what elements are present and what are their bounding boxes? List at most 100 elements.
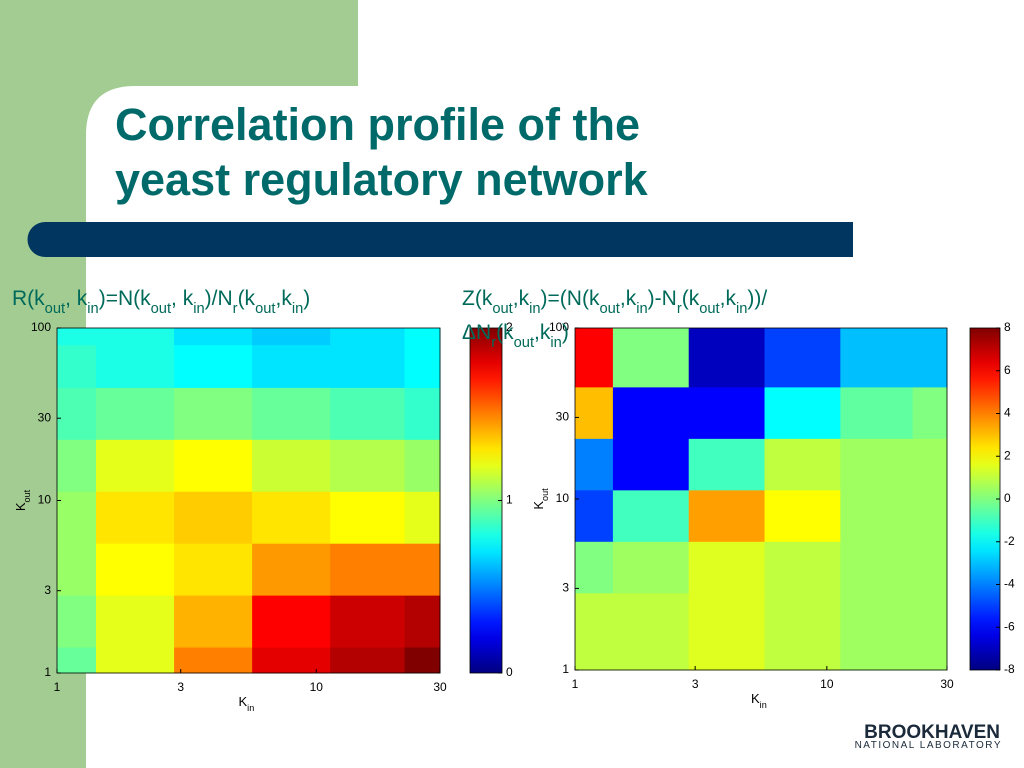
x-axis-label-sub: in (760, 700, 767, 710)
heat-cell (840, 541, 914, 594)
y-tick-label: 1 (44, 665, 51, 679)
heat-cell (174, 439, 253, 492)
formula-sub: in (636, 301, 647, 317)
colorbar-tick-label: -4 (1004, 577, 1015, 591)
formula-sub: in (736, 301, 747, 317)
heat-cell (330, 595, 406, 648)
colorbar-tick-label: 2 (506, 320, 513, 334)
heat-cell (57, 439, 97, 492)
heat-cell (252, 387, 331, 440)
heat-cell (57, 387, 97, 440)
y-axis-label-part: K (531, 501, 546, 510)
x-tick-label: 3 (692, 677, 699, 691)
heat-cell (252, 647, 331, 674)
formula-sub: r (491, 335, 496, 351)
heat-cell (404, 543, 441, 596)
x-axis-label-sub: in (247, 703, 254, 713)
formula-sub: out (255, 301, 275, 317)
heat-cell (912, 541, 948, 594)
heat-cell (330, 439, 406, 492)
formula-sub: in (193, 301, 204, 317)
heat-cell (764, 541, 841, 594)
logo-name: BROOKHAVEN (864, 722, 1000, 743)
heat-cell (404, 595, 441, 648)
formula: Z(kout,kin)=(N(kout,kin)-Nr(kout,kin))/ (462, 287, 767, 317)
formula-part: ) (562, 321, 569, 344)
formula-sub: in (87, 301, 98, 317)
colorbar-tick-label: 1 (506, 493, 513, 507)
heat-cell (575, 541, 614, 594)
formula-part: , k (65, 287, 88, 310)
heat-cell (57, 543, 97, 596)
y-tick-label: 30 (38, 410, 52, 424)
formula-part: )=(N(k (541, 287, 600, 310)
formula-sub: in (529, 301, 540, 317)
formula-part: )-N (648, 287, 677, 310)
heat-cell (612, 592, 690, 645)
heat-cell (252, 439, 331, 492)
heat-cell (330, 543, 406, 596)
heat-cell (330, 344, 406, 388)
y-axis-label-sub: out (22, 489, 32, 502)
x-tick-label: 10 (310, 680, 324, 694)
formula-part: Z(k (462, 287, 493, 310)
formula-part: ))/ (747, 287, 767, 310)
colorbar (469, 327, 503, 674)
heat-cell (764, 489, 841, 542)
formula-sub: in (292, 301, 303, 317)
heat-cell (57, 491, 97, 544)
x-axis-label-part: K (751, 691, 760, 706)
heat-cell (912, 344, 948, 388)
heat-cell (688, 489, 766, 542)
heat-cell (840, 386, 914, 439)
heat-cell (174, 328, 253, 346)
title-bar (27, 222, 853, 257)
heat-cell (330, 387, 406, 440)
heat-cell (404, 491, 441, 544)
heat-cell (96, 344, 175, 388)
formula: R(kout, kin)=N(kout, kin)/Nr(kout,kin) (12, 287, 310, 317)
heat-cell (912, 328, 948, 346)
heat-cell (840, 438, 914, 491)
formula-sub: r (233, 301, 238, 317)
heat-cell (252, 491, 331, 544)
formula-part: (k (238, 287, 256, 310)
heat-cell (575, 328, 614, 346)
heat-cell (575, 644, 614, 671)
y-tick-label: 10 (556, 491, 570, 505)
heat-cell (688, 344, 766, 388)
x-axis-label-part: K (239, 694, 248, 709)
heat-cell (174, 543, 253, 596)
y-tick-label: 1 (562, 662, 569, 676)
heat-cell (840, 489, 914, 542)
heat-cell (764, 592, 841, 645)
formula-part: (k (682, 287, 700, 310)
formula-part: ,k (275, 287, 292, 310)
heat-cell (612, 386, 690, 439)
heat-cell (840, 344, 914, 388)
heat-cell (404, 387, 441, 440)
title-line: Correlation profile of the (115, 99, 640, 150)
formula-sub: in (550, 335, 561, 351)
formula-sub: out (599, 301, 619, 317)
formula-sub: out (514, 335, 534, 351)
formula-sub: r (677, 301, 682, 317)
colorbar-tick-label: 8 (1004, 320, 1011, 334)
heat-cell (764, 328, 841, 346)
heat-cell (912, 489, 948, 542)
formula-part: R(k (12, 287, 45, 310)
heat-cell (764, 344, 841, 388)
heat-cell (404, 647, 441, 674)
card-top (358, 0, 1024, 262)
y-axis-label-part: K (13, 502, 28, 511)
title-line: yeast regulatory network (115, 154, 649, 205)
heat-cell (174, 491, 253, 544)
heat-cell (575, 489, 614, 542)
formula-part: , k (171, 287, 194, 310)
x-tick-label: 30 (940, 677, 954, 691)
x-tick-label: 1 (572, 677, 579, 691)
y-tick-label: 30 (556, 410, 570, 424)
formula-sub: out (699, 301, 719, 317)
heat-cell (96, 543, 175, 596)
heat-cell (96, 491, 175, 544)
